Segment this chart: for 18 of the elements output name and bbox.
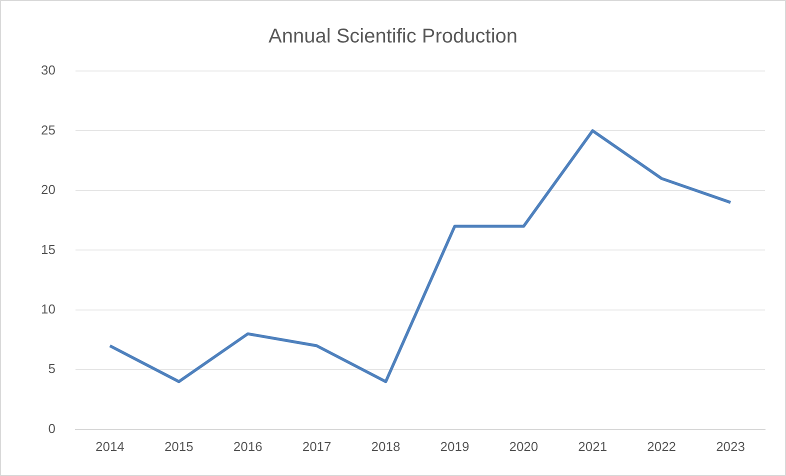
x-tick-label: 2015 [164,438,194,454]
y-tick-label: 25 [40,122,56,138]
y-tick-label: 20 [40,182,56,198]
y-tick-label: 30 [40,62,56,78]
chart-title: Annual Scientific Production [268,26,518,48]
x-tick-label: 2020 [509,438,538,454]
x-tick-label: 2023 [716,438,745,454]
y-tick-label: 10 [40,302,56,317]
x-tick-label: 2014 [95,438,124,454]
x-tick-label: 2018 [371,438,400,454]
y-tick-label: 0 [48,420,56,436]
x-tick-label: 2019 [440,438,470,454]
x-tick-label: 2016 [233,438,262,454]
y-tick-label: 15 [40,242,56,257]
y-tick-label: 5 [48,361,56,376]
x-tick-label: 2022 [647,438,676,454]
x-tick-label: 2017 [302,438,332,454]
x-tick-label: 2021 [578,438,608,454]
